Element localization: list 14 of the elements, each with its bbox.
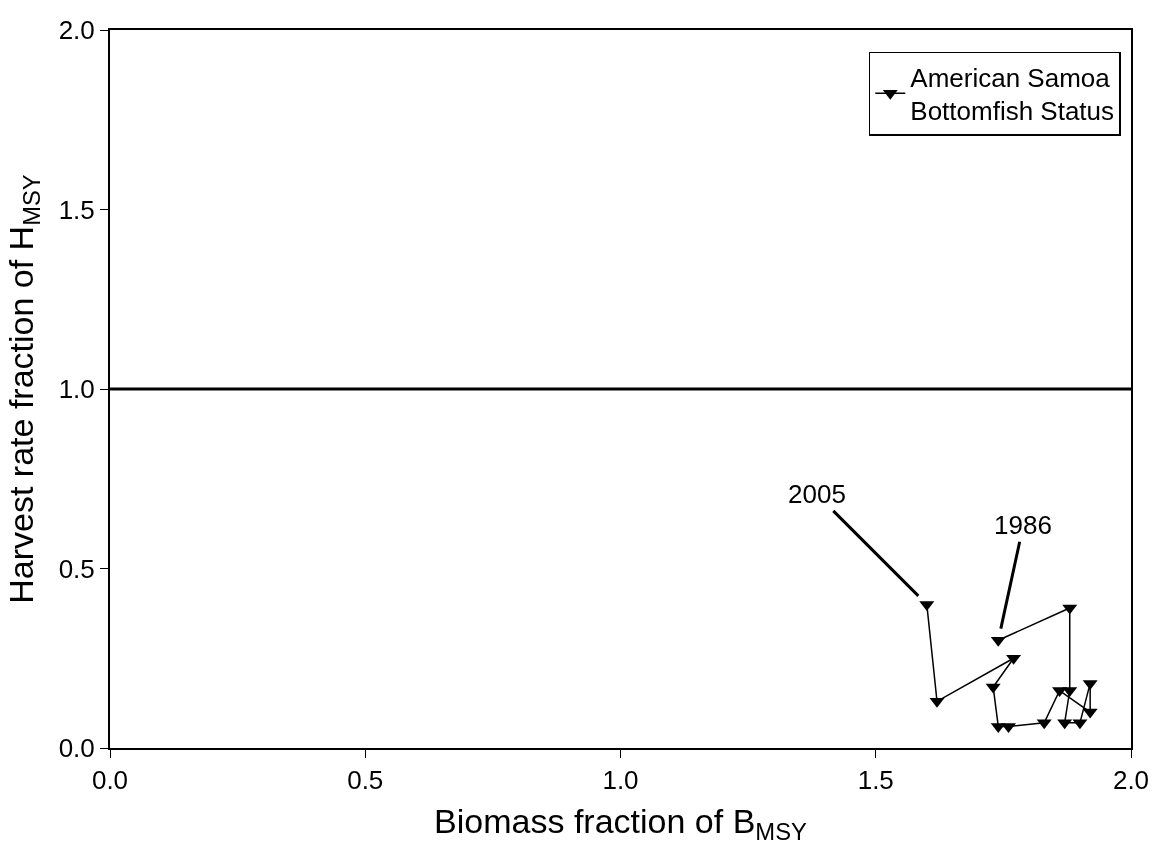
y-tick-label: 2.0 [58, 15, 95, 46]
y-tick-label: 1.0 [58, 374, 95, 405]
annotation: 2005 [788, 479, 846, 509]
x-tick-label: 0.5 [347, 765, 384, 796]
legend-label: American Samoa Bottomfish Status [910, 62, 1115, 127]
x-axis-title: Biomass fraction of B$_{MSY}$ [434, 802, 808, 846]
annotation: 1986 [994, 510, 1052, 540]
y-tick-label: 0.5 [58, 553, 95, 584]
x-tick-label: 0.0 [91, 765, 129, 796]
y-tick-label: 1.5 [58, 194, 95, 225]
x-tick-label: 1.5 [857, 765, 894, 796]
y-tick-label: 0.0 [58, 733, 95, 764]
x-tick-label: 2.0 [1112, 765, 1150, 796]
x-tick-label: 1.0 [602, 765, 639, 796]
